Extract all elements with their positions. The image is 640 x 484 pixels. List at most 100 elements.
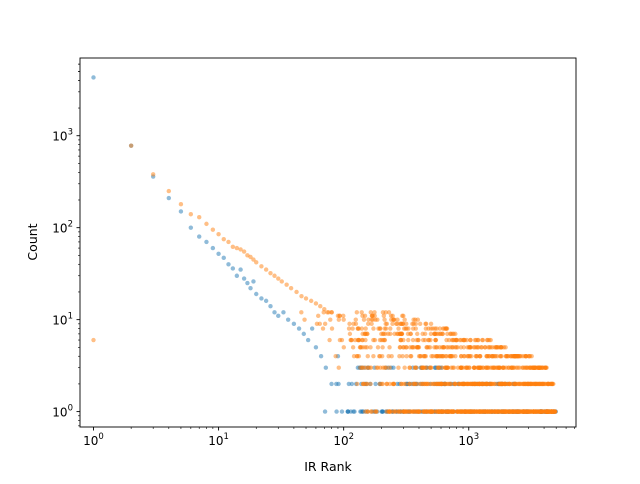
data-point bbox=[341, 317, 346, 322]
data-point bbox=[234, 273, 240, 278]
data-point bbox=[178, 202, 184, 207]
data-point bbox=[503, 381, 509, 387]
data-point bbox=[523, 365, 528, 370]
data-point bbox=[380, 310, 386, 315]
data-point bbox=[384, 381, 390, 387]
data-point bbox=[396, 409, 401, 414]
data-point bbox=[423, 326, 429, 331]
data-point bbox=[434, 326, 439, 331]
data-point bbox=[512, 409, 517, 414]
data-point bbox=[301, 331, 306, 337]
data-point bbox=[490, 381, 495, 387]
data-point bbox=[329, 310, 334, 315]
data-point bbox=[371, 354, 376, 359]
data-point bbox=[276, 313, 281, 319]
data-point bbox=[365, 365, 370, 370]
data-point bbox=[446, 345, 451, 350]
data-point bbox=[349, 381, 355, 387]
data-point bbox=[395, 331, 401, 337]
data-point bbox=[230, 266, 236, 271]
data-point bbox=[377, 354, 382, 359]
data-point bbox=[456, 381, 461, 387]
data-point bbox=[346, 326, 352, 331]
data-point bbox=[372, 409, 378, 414]
data-point bbox=[150, 172, 156, 177]
data-point bbox=[415, 317, 421, 322]
data-point bbox=[539, 409, 545, 414]
data-point bbox=[424, 345, 429, 350]
data-point bbox=[371, 337, 376, 343]
data-point bbox=[375, 345, 381, 350]
data-point bbox=[389, 354, 394, 359]
data-point bbox=[362, 331, 367, 337]
y-tick-label: 101 bbox=[52, 312, 73, 328]
data-point bbox=[351, 354, 357, 359]
data-point bbox=[288, 285, 294, 291]
data-point bbox=[375, 317, 380, 322]
data-point bbox=[365, 409, 370, 414]
data-point bbox=[401, 313, 406, 319]
data-point bbox=[433, 331, 438, 337]
data-point bbox=[356, 354, 362, 359]
data-point bbox=[197, 234, 202, 239]
data-point bbox=[377, 337, 383, 343]
data-point bbox=[493, 365, 498, 370]
data-point bbox=[327, 337, 332, 343]
data-point bbox=[408, 354, 414, 359]
data-point bbox=[363, 345, 368, 350]
data-point bbox=[359, 326, 365, 331]
data-point bbox=[392, 331, 397, 337]
data-point bbox=[404, 354, 409, 359]
data-point bbox=[353, 317, 358, 322]
data-point bbox=[497, 365, 502, 370]
data-point bbox=[241, 276, 247, 281]
data-point bbox=[328, 317, 333, 322]
data-point bbox=[428, 409, 433, 414]
data-point bbox=[333, 354, 338, 359]
data-point bbox=[407, 365, 412, 370]
data-point bbox=[433, 337, 438, 343]
data-point bbox=[354, 381, 360, 387]
data-point bbox=[426, 337, 431, 343]
data-point bbox=[524, 409, 529, 414]
data-point bbox=[272, 310, 277, 315]
data-point bbox=[272, 273, 277, 278]
data-point bbox=[336, 317, 342, 322]
data-point bbox=[428, 321, 434, 327]
data-point bbox=[462, 337, 468, 343]
data-point bbox=[178, 209, 184, 214]
data-point bbox=[414, 365, 419, 370]
data-point bbox=[248, 285, 253, 291]
x-tick-label: 102 bbox=[333, 432, 354, 448]
data-point bbox=[439, 365, 445, 370]
data-point bbox=[410, 381, 416, 387]
data-point bbox=[359, 310, 364, 315]
data-point bbox=[320, 326, 326, 331]
data-point bbox=[422, 331, 428, 337]
data-point bbox=[406, 337, 411, 343]
data-point bbox=[386, 409, 391, 414]
data-point bbox=[378, 365, 383, 370]
data-point bbox=[339, 337, 345, 343]
data-point bbox=[221, 255, 226, 261]
data-point bbox=[263, 267, 269, 272]
data-point bbox=[521, 381, 526, 387]
data-point bbox=[276, 276, 281, 281]
data-point bbox=[423, 409, 429, 414]
data-point bbox=[337, 313, 342, 319]
data-point bbox=[453, 381, 458, 387]
data-point bbox=[197, 215, 202, 220]
data-point bbox=[369, 321, 374, 327]
data-point bbox=[294, 289, 299, 295]
data-point bbox=[436, 365, 441, 370]
data-point bbox=[520, 365, 525, 370]
data-point bbox=[480, 337, 486, 343]
data-point bbox=[498, 381, 503, 387]
data-point bbox=[91, 75, 96, 80]
data-point bbox=[403, 326, 408, 331]
data-point bbox=[402, 365, 407, 370]
data-point bbox=[230, 244, 236, 249]
data-point bbox=[391, 381, 396, 387]
data-point bbox=[434, 345, 440, 350]
data-point bbox=[513, 354, 519, 359]
